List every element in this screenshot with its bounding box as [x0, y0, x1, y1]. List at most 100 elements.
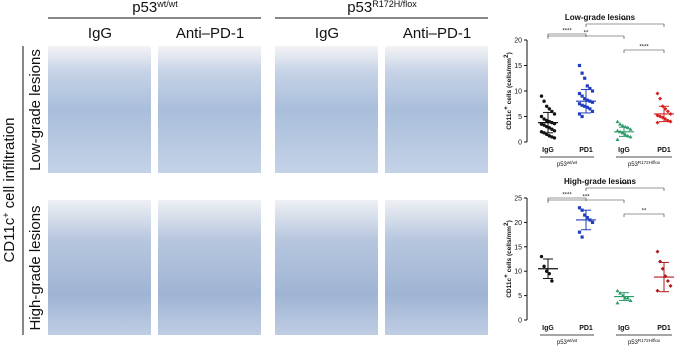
- data-point: [580, 114, 584, 119]
- data-point: [577, 91, 582, 96]
- x-tick-label: PD1: [657, 325, 671, 332]
- treatment-label: Anti–PD-1: [176, 25, 244, 42]
- sig-bracket: [547, 35, 625, 39]
- sig-bracket: [585, 187, 665, 191]
- sig-bracket: [623, 213, 665, 217]
- x-tick-label: IgG: [618, 325, 630, 332]
- y-tick-label: 10: [514, 89, 522, 96]
- data-point: [618, 122, 623, 126]
- data-point: [585, 98, 589, 102]
- row-label: High-grade lesions: [27, 205, 44, 330]
- y-tick-label: 10: [514, 269, 522, 276]
- data-point: [542, 117, 546, 121]
- data-point: [588, 107, 592, 111]
- data-point: [590, 220, 595, 224]
- sig-label: ****: [562, 193, 572, 199]
- y-tick-label: 5: [518, 293, 522, 300]
- x-tick-label: PD1: [579, 325, 593, 332]
- y-axis-label-part: 2: [503, 54, 510, 58]
- micrograph: [48, 200, 151, 335]
- y-axis-label-part: +: [503, 106, 510, 110]
- data-point: [588, 86, 592, 91]
- y-axis-label-part: cells (cells/mm: [506, 58, 513, 106]
- data-point: [547, 107, 551, 111]
- sig-bracket: [623, 49, 665, 53]
- data-point: [615, 137, 620, 141]
- y-axis-label-part: CD11c: [506, 110, 513, 130]
- data-point: [580, 103, 584, 107]
- group-label: p53R172H/flox: [628, 338, 661, 346]
- x-tick-label: PD1: [579, 147, 593, 154]
- group-label-base: p53: [557, 340, 568, 346]
- sig-bracket: [547, 197, 587, 201]
- data-point: [668, 119, 673, 124]
- sig-label: **: [642, 209, 647, 215]
- sig-label: ****: [620, 183, 630, 189]
- data-point: [550, 135, 554, 139]
- data-point: [615, 119, 620, 124]
- group-label-sup: R172H/flox: [638, 160, 661, 165]
- x-tick-label: IgG: [618, 147, 630, 154]
- y-axis-label-part: ): [506, 220, 513, 222]
- x-tick-label: PD1: [657, 147, 671, 154]
- data-point: [547, 134, 551, 138]
- micrograph: [158, 200, 261, 335]
- sig-label: ****: [562, 29, 572, 35]
- x-tick-label: IgG: [542, 147, 554, 154]
- side-label: CD11c+ cell infiltration: [1, 117, 18, 262]
- data-point: [550, 279, 554, 283]
- data-point: [658, 96, 663, 101]
- data-point: [655, 120, 660, 125]
- treatment-label: IgG: [315, 25, 339, 42]
- data-point: [552, 112, 557, 116]
- sig-label: ****: [639, 45, 649, 51]
- group-label-base: p53: [628, 162, 639, 168]
- micrographs: [48, 46, 488, 335]
- data-point: [545, 132, 549, 137]
- data-point: [577, 102, 582, 106]
- y-axis-label-part: cells (cells/mm: [506, 226, 513, 274]
- y-axis-label-part: +: [503, 274, 510, 278]
- group-label-sup: R172H/flox: [638, 338, 661, 343]
- y-tick-label: 20: [514, 220, 522, 227]
- data-point: [655, 91, 660, 96]
- data-point: [585, 105, 589, 109]
- data-point: [552, 136, 557, 140]
- y-tick-label: 15: [514, 63, 522, 70]
- data-point: [628, 134, 633, 139]
- data-point: [577, 206, 582, 210]
- genotype-label: p53R172H/flox: [347, 0, 417, 16]
- data-point: [580, 94, 584, 98]
- group-label-sup: wt/wt: [567, 160, 578, 165]
- data-point: [542, 264, 546, 269]
- micrograph: [275, 46, 378, 173]
- y-axis-label: CD11c+ cells (cells/mm2): [503, 52, 513, 130]
- data-point: [577, 112, 582, 116]
- y-tick-label: 25: [514, 196, 522, 203]
- data-point: [552, 129, 557, 133]
- data-point: [585, 84, 589, 88]
- group-label: p53wt/wt: [557, 338, 578, 346]
- chart-title: Low-grade lesions: [565, 13, 636, 22]
- data-point: [583, 213, 587, 217]
- data-point: [539, 130, 544, 134]
- data-point: [628, 298, 633, 302]
- data-point: [665, 109, 670, 114]
- micrograph: [385, 46, 488, 173]
- y-axis-label-part: ): [506, 52, 513, 54]
- data-point: [583, 104, 587, 108]
- y-tick-label: 20: [514, 38, 522, 45]
- data-point: [580, 235, 584, 239]
- group-label-sup: wt/wt: [567, 338, 578, 343]
- data-point: [539, 94, 544, 98]
- sig-bracket: [547, 199, 625, 203]
- data-point: [550, 127, 554, 131]
- data-point: [590, 89, 595, 93]
- data-point: [590, 100, 595, 104]
- treatment-label: IgG: [88, 25, 112, 42]
- micrograph: [385, 200, 488, 335]
- data-point: [583, 97, 587, 101]
- y-tick-label: 15: [514, 244, 522, 251]
- data-point: [665, 278, 670, 283]
